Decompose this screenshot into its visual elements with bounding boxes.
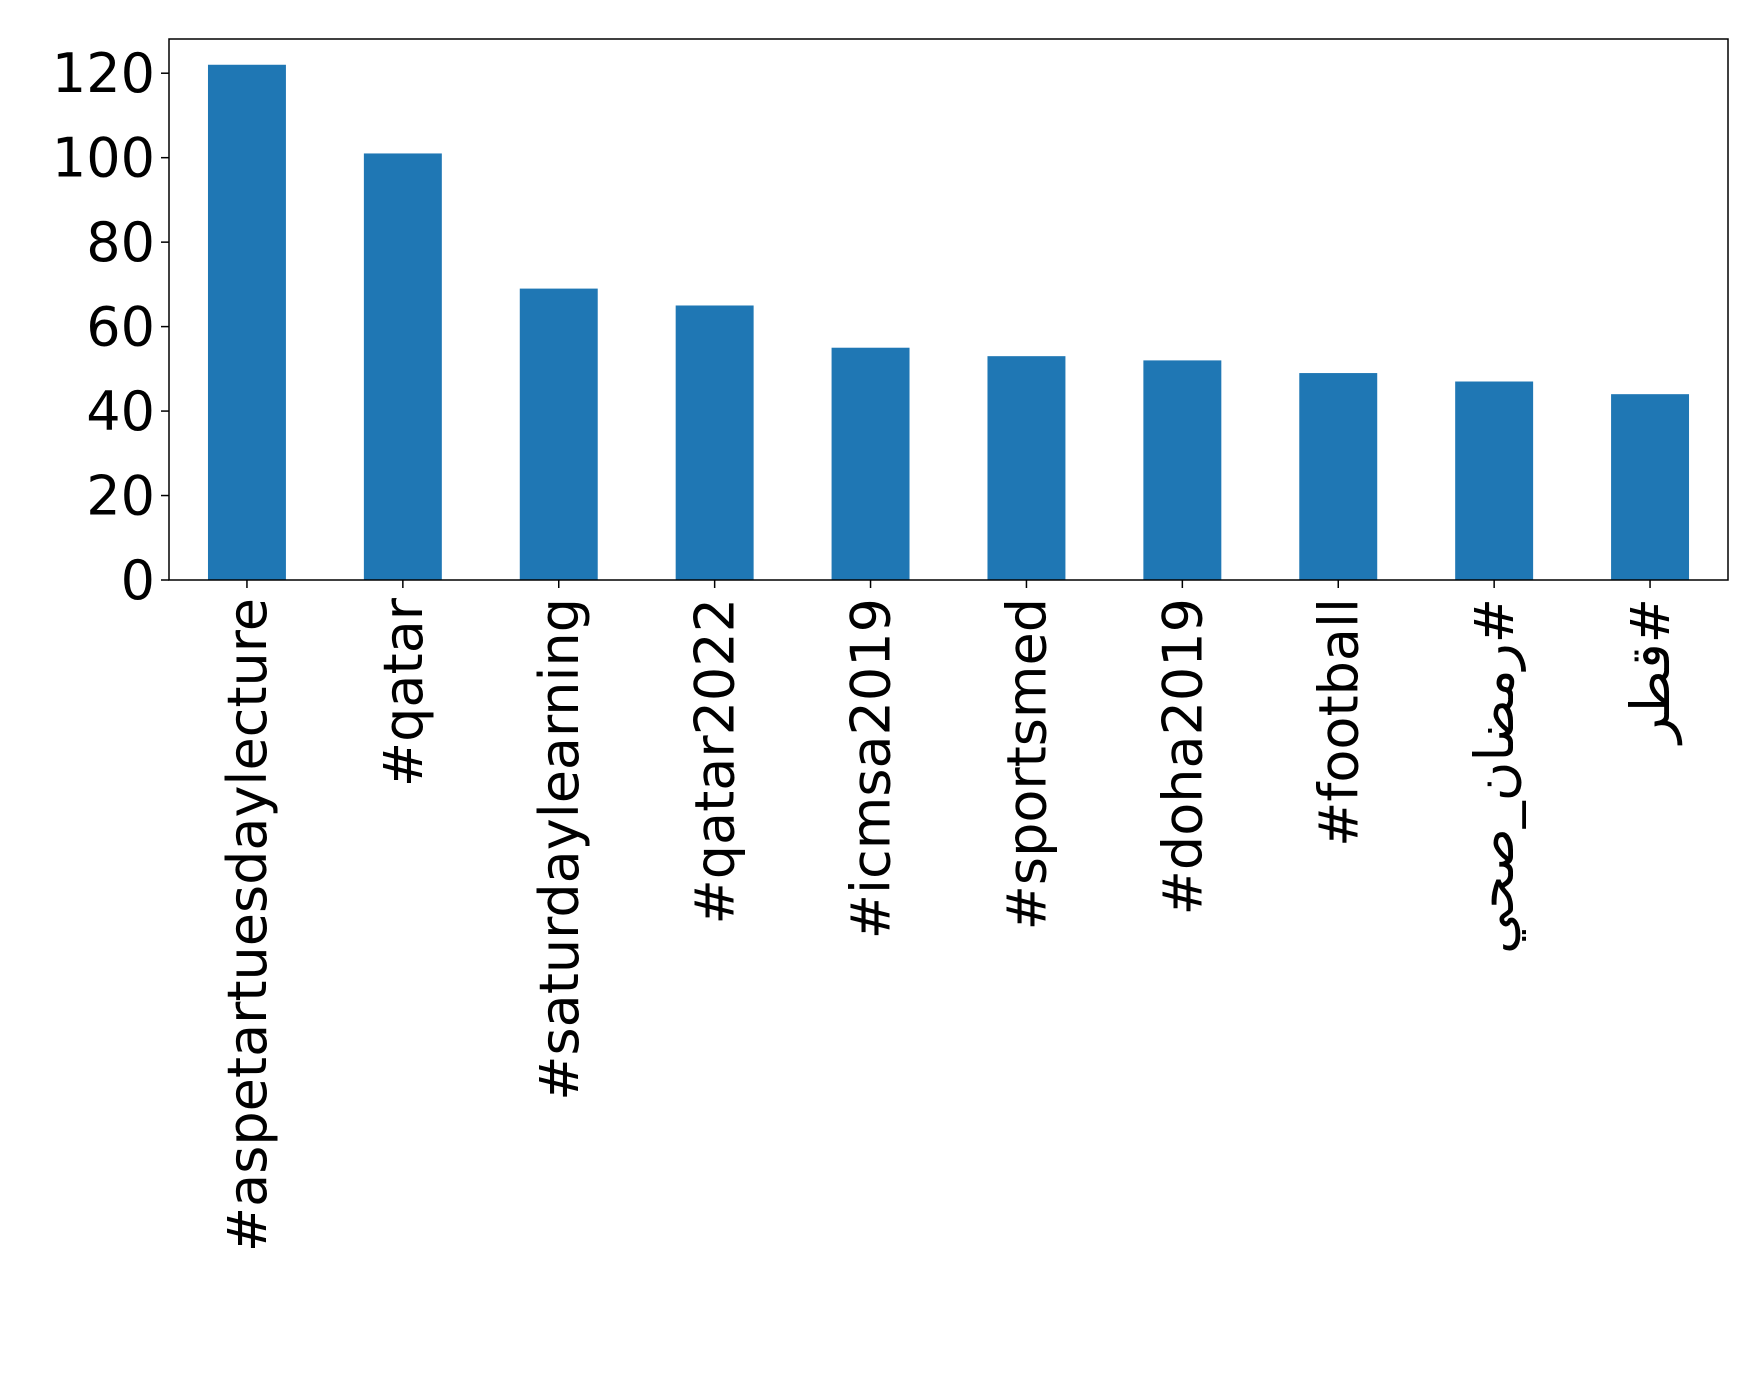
bar xyxy=(831,347,910,580)
y-tick-label: 80 xyxy=(86,211,155,274)
x-tick-label: #قطر xyxy=(1619,598,1682,746)
x-tick-label: #sportsmed xyxy=(995,598,1058,930)
bar xyxy=(363,153,442,580)
x-tick-label: #qatar2022 xyxy=(684,598,747,925)
plot-frame xyxy=(168,38,1729,581)
y-tick-label: 0 xyxy=(121,549,155,612)
y-tick-label: 20 xyxy=(86,465,155,528)
x-tick-label: #aspetartuesdaylecture xyxy=(216,598,279,1252)
bar xyxy=(519,288,598,580)
x-tick-label: #football xyxy=(1307,598,1370,847)
y-tick-label: 120 xyxy=(52,42,155,105)
bar xyxy=(987,356,1066,580)
bar xyxy=(1455,381,1534,580)
x-tick-label: #icmsa2019 xyxy=(840,598,903,939)
y-tick-label: 60 xyxy=(86,296,155,359)
bar xyxy=(1299,373,1378,580)
x-tick-label: #رمضان_صحي xyxy=(1463,598,1526,954)
x-tick-label: #doha2019 xyxy=(1151,598,1214,915)
x-tick-label: #qatar xyxy=(372,597,435,787)
bar xyxy=(207,64,286,580)
y-tick-label: 40 xyxy=(86,380,155,443)
bar xyxy=(675,305,754,580)
bar xyxy=(1611,394,1690,580)
x-tick-label: #saturdaylearning xyxy=(528,598,591,1101)
y-tick-label: 100 xyxy=(52,127,155,190)
bar xyxy=(1143,360,1222,580)
